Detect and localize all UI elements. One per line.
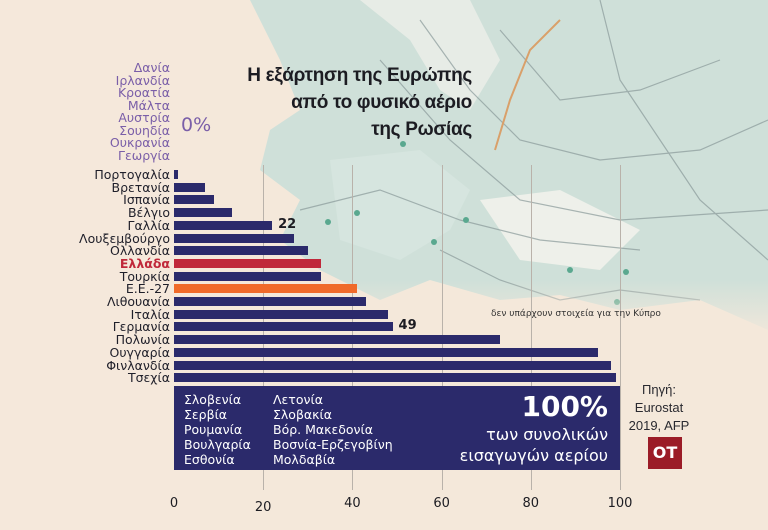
bar	[174, 195, 215, 205]
bar	[174, 373, 616, 383]
category-label: Λιθουανία	[106, 294, 170, 309]
bar	[174, 360, 612, 370]
category-label: Ιταλία	[130, 306, 170, 322]
x-tick-label: 80	[522, 496, 540, 511]
full-group-country: Σερβία	[184, 407, 228, 422]
bar	[174, 233, 295, 243]
title-line-1: Η εξάρτηση της Ευρώπης	[247, 65, 472, 86]
bar	[174, 309, 389, 319]
caption-line-2: εισαγωγών αερίου	[459, 446, 608, 465]
cyprus-note: δεν υπάρχουν στοιχεία για την Κύπρο	[491, 309, 661, 319]
data-label: 22	[278, 216, 297, 232]
caption-line-1: των συνολικών	[486, 425, 608, 444]
zero-category-label: Μάλτα	[127, 97, 170, 113]
x-tick-label: 40	[344, 496, 361, 511]
bar	[174, 220, 273, 230]
category-label: Τσεχία	[127, 370, 170, 386]
zero-category-label: Κροατία	[117, 85, 170, 100]
zero-category-label: Γεωργία	[118, 147, 170, 163]
full-group-country: Σλοβενία	[184, 392, 242, 407]
category-label: Πολωνία	[115, 332, 170, 348]
bar	[174, 347, 598, 357]
x-tick-label: 100	[607, 496, 633, 511]
full-value-label: 100%	[521, 390, 608, 423]
full-group-country: Βοσνία-Ερζεγοβίνη	[273, 437, 393, 452]
zero-category-label: Δανία	[133, 60, 170, 75]
bar	[174, 335, 500, 345]
category-label: Βρετανία	[111, 179, 170, 195]
data-label: 49	[398, 318, 417, 334]
category-label: Ουγγαρία	[109, 344, 170, 360]
source-line-1: Πηγή:	[642, 382, 676, 397]
title-line-3: της Ρωσίας	[371, 119, 472, 140]
gridline	[441, 165, 443, 490]
full-group-country: Βουλγαρία	[184, 437, 251, 452]
category-label: Πορτογαλία	[94, 167, 170, 182]
title-line-2: από το φυσικό αέριο	[291, 92, 472, 113]
bar	[174, 297, 366, 306]
source-line-2: Eurostat	[634, 400, 684, 415]
full-group-country: Βόρ. Μακεδονία	[273, 422, 373, 437]
full-caption: των συνολικών εισαγωγών αερίου	[460, 424, 608, 466]
bar	[174, 284, 357, 294]
zero-category-label: Ιρλανδία	[115, 72, 170, 88]
full-group-column-2: Λετονία Σλοβακία Βόρ. Μακεδονία Βοσνία-Ερζε…	[273, 392, 393, 467]
full-group-country: Σλοβακία	[273, 407, 332, 422]
source-line-3: 2019, AFP	[628, 418, 690, 433]
x-tick-label: 0	[169, 496, 179, 511]
full-group-country: Ρουμανία	[184, 422, 243, 437]
ot-logo: OT	[648, 437, 682, 469]
zero-percent-label: 0%	[181, 114, 212, 136]
bar	[174, 182, 206, 192]
category-label: Γαλλία	[127, 217, 170, 233]
full-group-country: Εσθονία	[184, 452, 235, 467]
category-label: Ελλάδα	[119, 255, 170, 271]
full-group-country: Λετονία	[273, 392, 323, 407]
bar	[174, 258, 322, 268]
full-group-country: Μολδαβία	[273, 452, 336, 467]
category-label: Λουξεμβούργο	[79, 230, 170, 246]
zero-category-label: Αυστρία	[118, 110, 170, 125]
category-label: Ολλανδία	[110, 243, 170, 259]
chart-title: Η εξάρτηση της Ευρώπης από το φυσικό αέρ…	[247, 62, 472, 143]
zero-category-label: Σουηδία	[119, 122, 170, 138]
category-label: Ισπανία	[123, 192, 170, 208]
x-tick-label: 20	[254, 500, 272, 515]
source-text: Πηγή: Eurostat 2019, AFP	[628, 381, 690, 435]
zero-category-label: Ουκρανία	[109, 135, 170, 150]
x-tick-label: 60	[433, 496, 450, 511]
category-label: Τουρκία	[119, 268, 170, 284]
gridline	[530, 165, 532, 490]
bar	[174, 322, 393, 332]
bar	[174, 246, 308, 256]
full-group-column-1: Σλοβενία Σερβία Ρουμανία Βουλγαρία Εσθονία	[184, 392, 251, 467]
bar	[174, 271, 322, 281]
category-label: Βέλγιο	[127, 205, 170, 221]
bar	[174, 170, 179, 179]
bar	[174, 208, 232, 218]
full-dependence-box: Σλοβενία Σερβία Ρουμανία Βουλγαρία Εσθονία Λ…	[174, 386, 620, 470]
category-label: Ε.Ε.-27	[125, 281, 170, 297]
category-label: Φινλανδία	[106, 357, 170, 373]
gridline	[620, 165, 621, 490]
category-label: Γερμανία	[112, 319, 170, 335]
